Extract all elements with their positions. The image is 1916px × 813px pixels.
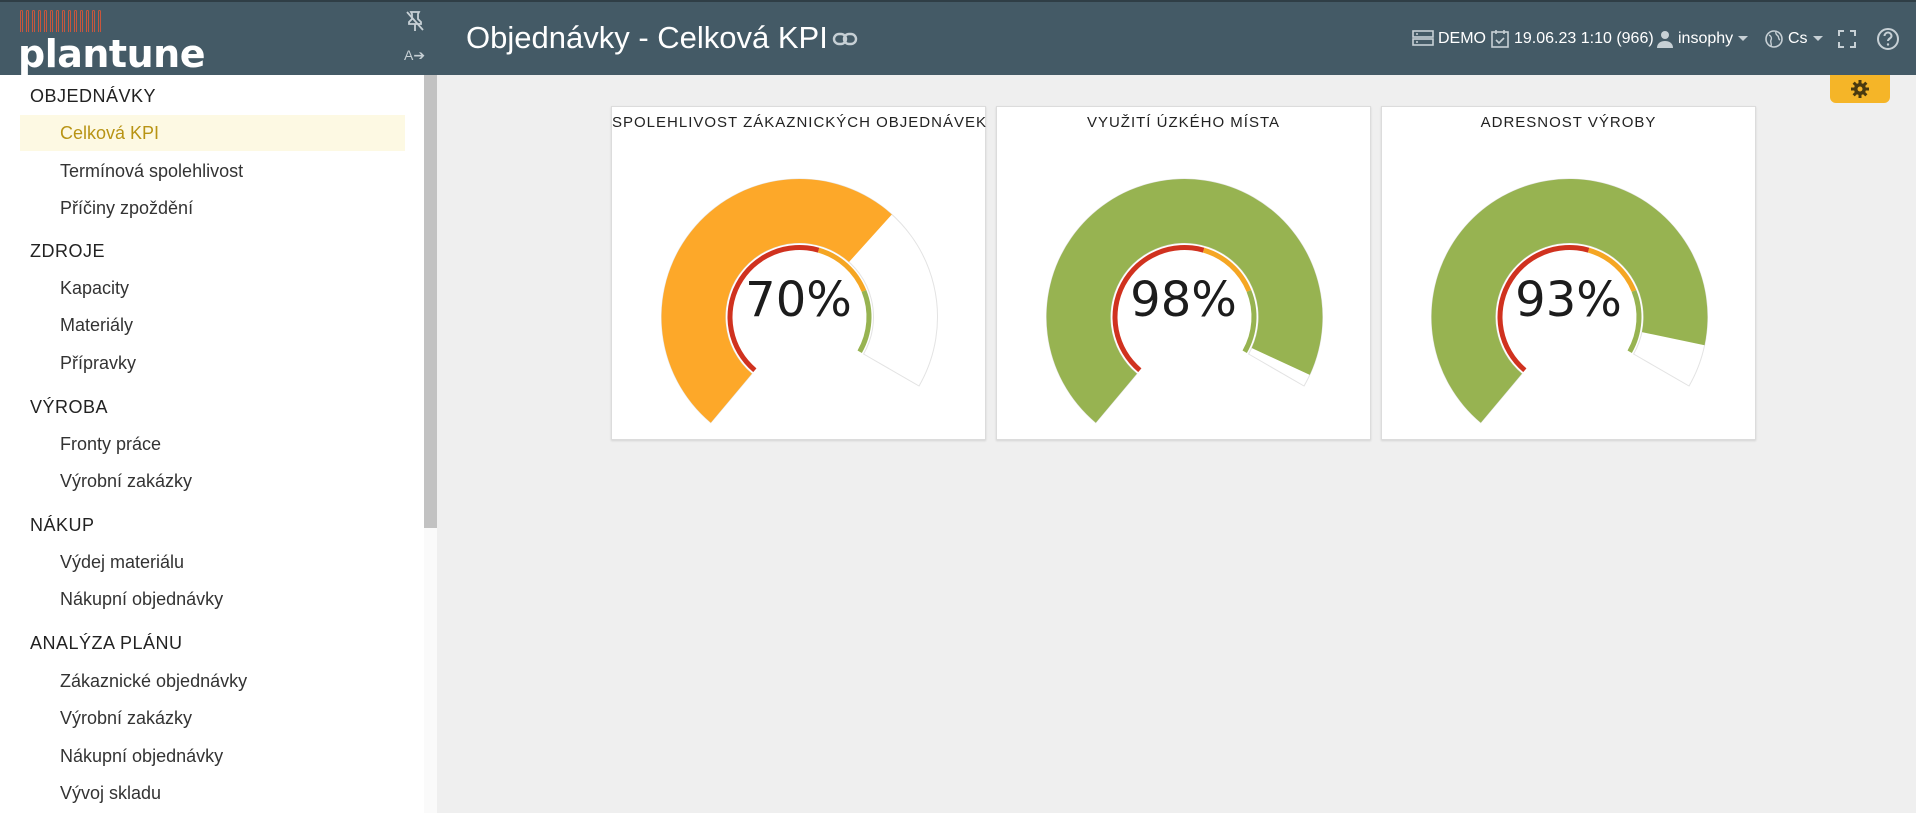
- sidebar-item-nakupni-objednavky-analyza[interactable]: Nákupní objednávky: [60, 746, 224, 766]
- gauge-band-green: [1242, 290, 1257, 353]
- kpi-gauge: [1046, 178, 1323, 424]
- kpi-card-spolehlivost[interactable]: SPOLEHLIVOST ZÁKAZNICKÝCH OBJEDNÁVEK 70%: [611, 106, 986, 440]
- page-title: Objednávky - Celková KPI: [466, 20, 828, 55]
- sidebar-section-vyroba[interactable]: VÝROBA: [30, 397, 109, 417]
- user-menu[interactable]: insophy: [1656, 2, 1749, 75]
- logo-bars-mark: [20, 10, 101, 34]
- sidebar-item-priciny-zpozdeni[interactable]: Příčiny zpoždění: [60, 198, 194, 218]
- plantune-logo[interactable]: plantune: [18, 10, 205, 76]
- sidebar-item-kapacity[interactable]: Kapacity: [60, 278, 130, 298]
- kpi-value: 98%: [1130, 272, 1237, 328]
- kpi-card-adresnost-vyroby[interactable]: ADRESNOST VÝROBY 93%: [1381, 106, 1756, 440]
- plan-date-indicator[interactable]: 19.06.23 1:10 (966): [1490, 2, 1654, 75]
- sidebar-section-nakup[interactable]: NÁKUP: [30, 515, 95, 535]
- kpi-card-title: ADRESNOST VÝROBY: [1480, 114, 1657, 131]
- language-code: Cs: [1788, 29, 1808, 47]
- sidebar-item-vyvoj-skladu[interactable]: Vývoj skladu: [60, 783, 162, 803]
- sidebar-item-vyrobni-zakazky-analyza[interactable]: Výrobní zakázky: [60, 708, 193, 728]
- user-icon: [1657, 30, 1673, 48]
- sidebar-item-zakaznicke-objednavky[interactable]: Zákaznické objednávky: [60, 671, 248, 691]
- pin-off-icon[interactable]: [405, 10, 425, 36]
- plan-date: 19.06.23 1:10 (966): [1514, 29, 1654, 47]
- kpi-gauge: [1431, 178, 1708, 424]
- gauge-value-arc: [1046, 179, 1323, 423]
- sidebar-item-vydej-materialu[interactable]: Výdej materiálu: [60, 552, 185, 572]
- sidebar-nav: OBJEDNÁVKY Celková KPI Termínová spolehl…: [0, 75, 424, 813]
- sidebar-item-fronty-prace[interactable]: Fronty práce: [60, 434, 162, 454]
- help-icon[interactable]: [1876, 27, 1900, 51]
- kpi-card-title: SPOLEHLIVOST ZÁKAZNICKÝCH OBJEDNÁVEK: [612, 114, 987, 131]
- kpi-value: 93%: [1515, 272, 1622, 328]
- kpi-gauge: [661, 178, 938, 424]
- gauge-band-orange: [1202, 247, 1252, 292]
- gauge-band-green: [1627, 290, 1642, 353]
- gauge-band-orange: [1587, 247, 1637, 292]
- fullscreen-icon[interactable]: [1838, 30, 1856, 48]
- server-icon: [1412, 29, 1434, 46]
- gear-icon: [1851, 80, 1869, 98]
- gauge-band-orange: [817, 247, 867, 292]
- kpi-card-vyuziti-uzkeho-mista[interactable]: VYUŽITÍ ÚZKÉHO MÍSTA 98%: [996, 106, 1371, 440]
- kpi-card-title: VYUŽITÍ ÚZKÉHO MÍSTA: [1086, 114, 1281, 131]
- sidebar-item-celkova-kpi[interactable]: Celková KPI: [20, 115, 405, 151]
- sidebar-section-analyza-planu[interactable]: ANALÝZA PLÁNU: [30, 633, 183, 653]
- kpi-value: 70%: [745, 272, 852, 328]
- sidebar-section-zdroje[interactable]: ZDROJE: [30, 241, 105, 261]
- settings-button[interactable]: [1830, 75, 1890, 103]
- sidebar-item-nakupni-objednavky[interactable]: Nákupní objednávky: [60, 589, 224, 609]
- sidebar-item-materialy[interactable]: Materiály: [60, 315, 134, 335]
- gauge-value-arc: [661, 179, 892, 423]
- translate-icon[interactable]: A➔: [404, 47, 426, 63]
- user-name: insophy: [1678, 29, 1734, 47]
- gauge-value-arc: [1431, 179, 1708, 423]
- globe-icon: [1765, 29, 1783, 48]
- server-indicator[interactable]: DEMO: [1412, 2, 1486, 75]
- chevron-down-icon: [1812, 36, 1823, 41]
- server-name: DEMO: [1438, 29, 1486, 47]
- link-icon[interactable]: [832, 29, 858, 49]
- calendar-check-icon: [1491, 29, 1509, 48]
- sidebar-section-objednavky[interactable]: OBJEDNÁVKY: [30, 86, 157, 106]
- app-header: plantune A➔ Objednávky - Celková KPI DEM…: [0, 2, 1916, 76]
- sidebar-item-terminova-spolehlivost[interactable]: Termínová spolehlivost: [60, 161, 244, 181]
- logo-text: plantune: [18, 32, 205, 76]
- sidebar-item-pripravky[interactable]: Přípravky: [60, 353, 137, 373]
- language-menu[interactable]: Cs: [1764, 2, 1823, 75]
- sidebar-item-vyrobni-zakazky[interactable]: Výrobní zakázky: [60, 471, 193, 491]
- sidebar-scrollbar-thumb[interactable]: [424, 75, 437, 528]
- top-border: [0, 0, 1916, 2]
- chevron-down-icon: [1738, 36, 1749, 41]
- gauge-band-green: [857, 290, 872, 353]
